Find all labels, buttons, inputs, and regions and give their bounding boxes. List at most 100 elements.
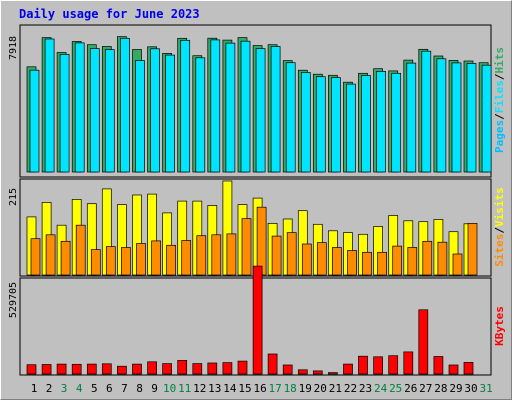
- kbytes-bar-kbytes-8: [132, 363, 142, 375]
- hits-bar-files-1: [29, 69, 40, 173]
- kbytes-bar-kbytes-6: [101, 363, 112, 375]
- kbytes-bar-kbytes-27: [418, 309, 429, 375]
- hits-bar-files-31: [481, 64, 492, 173]
- legend-entry-Sites: Sites: [493, 234, 506, 267]
- legend-hits: Pages/Files/Hits: [493, 47, 506, 153]
- kbytes-bar-kbytes-21: [328, 372, 338, 375]
- hits-bar-files-22: [346, 83, 356, 173]
- x-tick-label-22: 22: [344, 382, 357, 395]
- hits-bar-files-29: [451, 62, 462, 173]
- x-tick-label-18: 18: [284, 382, 297, 395]
- x-tick-label-28: 28: [434, 382, 447, 395]
- x-tick-label-31: 31: [479, 382, 492, 395]
- visits-bar-sites-28: [437, 241, 448, 276]
- x-tick-label-16: 16: [253, 382, 266, 395]
- y-max-label-visits: 215: [8, 188, 19, 206]
- x-tick-label-13: 13: [208, 382, 221, 395]
- kbytes-bar-kbytes-17: [267, 353, 278, 375]
- legend-entry-sep: /: [493, 73, 506, 80]
- hits-bar-files-21: [331, 77, 341, 173]
- hits-bar-files-26: [406, 62, 417, 173]
- kbytes-bar-kbytes-7: [117, 365, 127, 375]
- visits-bar-sites-16: [256, 206, 267, 276]
- x-tick-label-4: 4: [76, 382, 83, 395]
- kbytes-bar-kbytes-13: [207, 362, 218, 375]
- visits-bar-sites-8: [136, 243, 146, 276]
- kbytes-bar-kbytes-24: [373, 356, 383, 375]
- hits-bar-files-24: [376, 71, 386, 173]
- hits-bar-files-19: [300, 72, 311, 173]
- hits-bar-files-6: [104, 49, 115, 173]
- hits-bar-files-23: [361, 75, 371, 173]
- kbytes-bar-kbytes-18: [282, 364, 293, 375]
- x-tick-label-30: 30: [464, 382, 477, 395]
- x-tick-label-11: 11: [178, 382, 191, 395]
- legend-entry-sep: /: [493, 227, 506, 234]
- kbytes-bar-kbytes-23: [358, 355, 368, 375]
- kbytes-bar-kbytes-30: [463, 362, 474, 375]
- y-max-label-hits: 7918: [8, 36, 19, 60]
- x-tick-label-23: 23: [359, 382, 372, 395]
- x-tick-label-10: 10: [163, 382, 176, 395]
- visits-bar-sites-3: [60, 240, 71, 276]
- hits-bar-files-11: [180, 39, 191, 173]
- hits-bar-files-3: [59, 54, 70, 173]
- hits-bar-files-12: [195, 57, 206, 173]
- legend-kbytes: KBytes: [493, 306, 506, 346]
- hits-bar-files-10: [165, 54, 175, 173]
- visits-bar-sites-26: [407, 247, 418, 276]
- x-tick-label-17: 17: [268, 382, 281, 395]
- kbytes-bar-kbytes-3: [56, 363, 67, 375]
- kbytes-bar-kbytes-5: [86, 363, 97, 375]
- x-tick-label-9: 9: [151, 382, 158, 395]
- kbytes-bar-kbytes-22: [343, 363, 353, 375]
- x-tick-label-1: 1: [31, 382, 38, 395]
- visits-bar-sites-2: [45, 234, 56, 276]
- hits-bar-files-18: [285, 62, 296, 173]
- kbytes-bar-kbytes-10: [162, 363, 172, 375]
- hits-bar-files-9: [150, 48, 160, 173]
- kbytes-bar-kbytes-15: [237, 360, 248, 375]
- visits-bar-sites-19: [301, 243, 312, 276]
- visits-bar-sites-6: [105, 246, 116, 276]
- x-tick-label-29: 29: [449, 382, 462, 395]
- kbytes-bar-kbytes-9: [147, 361, 157, 375]
- kbytes-bar-kbytes-1: [26, 364, 37, 375]
- visits-bar-sites-5: [90, 249, 101, 276]
- hits-bar-files-20: [315, 76, 326, 173]
- legend-entry-Files: Files: [493, 80, 506, 113]
- x-tick-label-5: 5: [91, 382, 98, 395]
- visits-bar-sites-30: [467, 223, 478, 276]
- kbytes-bar-kbytes-2: [41, 364, 52, 375]
- hits-bar-files-28: [436, 58, 447, 173]
- visits-bar-sites-20: [316, 242, 327, 276]
- hits-bar-files-2: [44, 38, 55, 173]
- kbytes-bar-kbytes-16: [252, 265, 263, 375]
- hits-bar-files-4: [74, 42, 85, 173]
- legend-entry-Pages: Pages: [493, 120, 506, 153]
- hits-bar-files-7: [120, 37, 130, 173]
- legend-entry-KBytes: KBytes: [493, 306, 506, 346]
- hits-bar-files-25: [391, 72, 402, 173]
- visits-bar-sites-14: [226, 233, 237, 276]
- kbytes-bar-kbytes-4: [71, 363, 82, 375]
- x-tick-label-12: 12: [193, 382, 206, 395]
- kbytes-bar-kbytes-11: [177, 360, 188, 375]
- kbytes-bar-kbytes-12: [192, 363, 203, 375]
- x-tick-label-26: 26: [404, 382, 417, 395]
- visits-bar-sites-13: [211, 234, 222, 276]
- visits-bar-sites-27: [422, 240, 433, 276]
- hits-bar-files-8: [135, 60, 145, 173]
- x-tick-label-3: 3: [61, 382, 68, 395]
- kbytes-bar-kbytes-25: [388, 355, 399, 375]
- legend-entry-Visits: Visits: [493, 187, 506, 227]
- y-max-label-kbytes: 529705: [8, 282, 19, 318]
- x-tick-label-19: 19: [299, 382, 312, 395]
- hits-bar-files-27: [421, 50, 432, 173]
- visits-bar-sites-24: [377, 251, 387, 276]
- kbytes-bar-kbytes-26: [403, 351, 414, 375]
- x-tick-label-25: 25: [389, 382, 402, 395]
- visits-bar-sites-22: [347, 250, 357, 276]
- hits-bar-files-5: [89, 48, 100, 173]
- hits-bar-files-17: [270, 46, 281, 173]
